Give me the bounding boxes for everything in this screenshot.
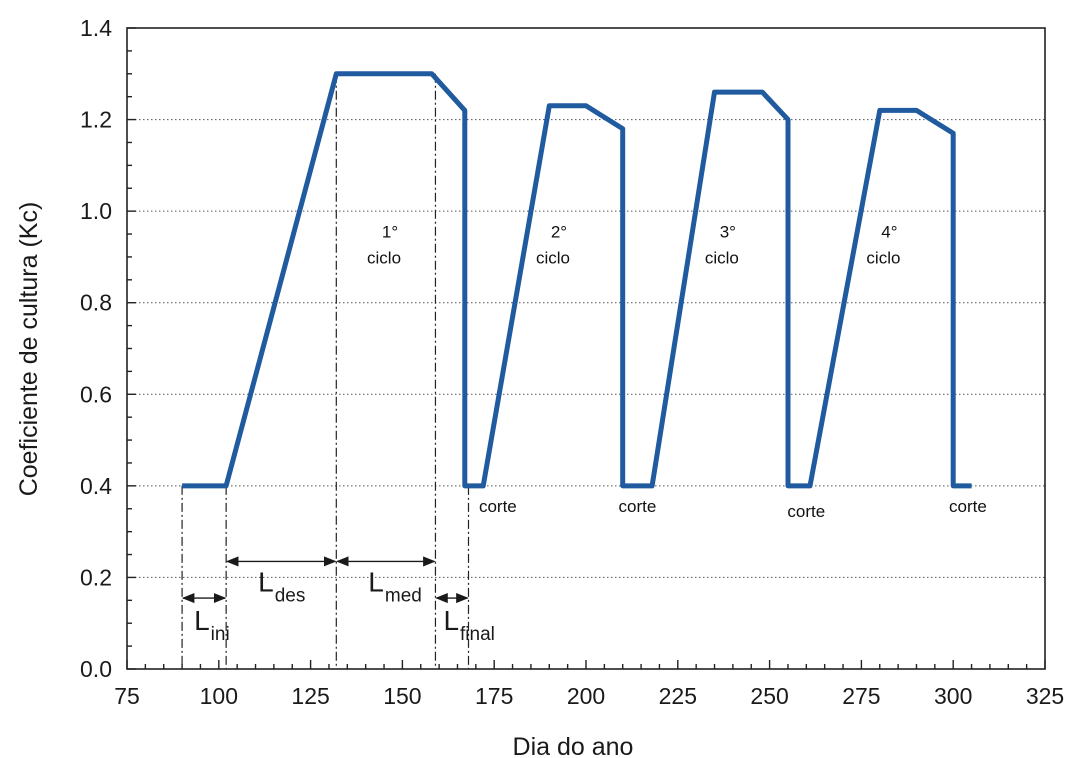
cut-label: corte [619,497,657,516]
phase-annotations: Lini Ldes Lmed Lfinal [181,556,495,645]
cycle-labels: 1° ciclo 2° ciclo 3° ciclo 4° ciclo [367,222,900,267]
cycle-word: ciclo [367,248,401,267]
cycle-word: ciclo [705,248,739,267]
phase-label: Lmed [368,566,422,606]
cycle-number: 4° [881,222,897,241]
x-tick-label: 275 [842,683,880,709]
cycle-number: 2° [551,222,567,241]
cycle-number: 1° [382,222,398,241]
x-tick-label: 150 [383,683,421,709]
y-axis-title: Coeficiente de cultura (Kc) [15,202,43,497]
y-tick-label: 1.2 [80,107,112,133]
phase-boundary-lines [181,73,470,669]
cycle-label: 1° ciclo [367,222,401,267]
axis-ticks [126,27,1046,670]
cycle-label: 4° ciclo [866,222,900,267]
cycle-label: 2° ciclo [536,222,570,267]
y-tick-label: 1.4 [80,15,112,41]
phase-label: Lfinal [443,605,494,645]
x-tick-label: 300 [934,683,972,709]
x-tick-label: 125 [291,683,329,709]
cut-label: corte [949,497,987,516]
kc-curve [182,71,972,489]
cycle-word: ciclo [536,248,570,267]
grid-lines [127,119,1045,578]
cut-label: corte [479,497,517,516]
x-axis-title: Dia do ano [513,733,634,758]
x-tick-label: 325 [1026,683,1064,709]
cycle-label: 3° ciclo [705,222,739,267]
cycle-number: 3° [720,222,736,241]
phase-label: Lini [194,605,230,645]
cut-label: corte [787,502,825,521]
cut-labels: corte corte corte corte [479,497,987,521]
y-tick-label: 0.6 [80,381,112,407]
cycle-word: ciclo [866,248,900,267]
y-tick-label: 0.8 [80,290,112,316]
y-tick-label: 0.2 [80,564,112,590]
x-tick-label: 100 [200,683,238,709]
x-tick-label: 175 [475,683,513,709]
phase-label: Ldes [258,566,305,606]
x-tick-label: 225 [659,683,697,709]
x-tick-label: 75 [114,683,140,709]
x-tick-label: 200 [567,683,605,709]
y-tick-label: 0.4 [80,473,112,499]
x-tick-labels: 75 100 125 150 175 200 225 250 275 300 325 [114,683,1064,709]
y-tick-label: 1.0 [80,198,112,224]
y-tick-labels: 0.0 0.2 0.4 0.6 0.8 1.0 1.2 1.4 [80,15,112,682]
y-tick-label: 0.0 [80,656,112,682]
x-tick-label: 250 [750,683,788,709]
